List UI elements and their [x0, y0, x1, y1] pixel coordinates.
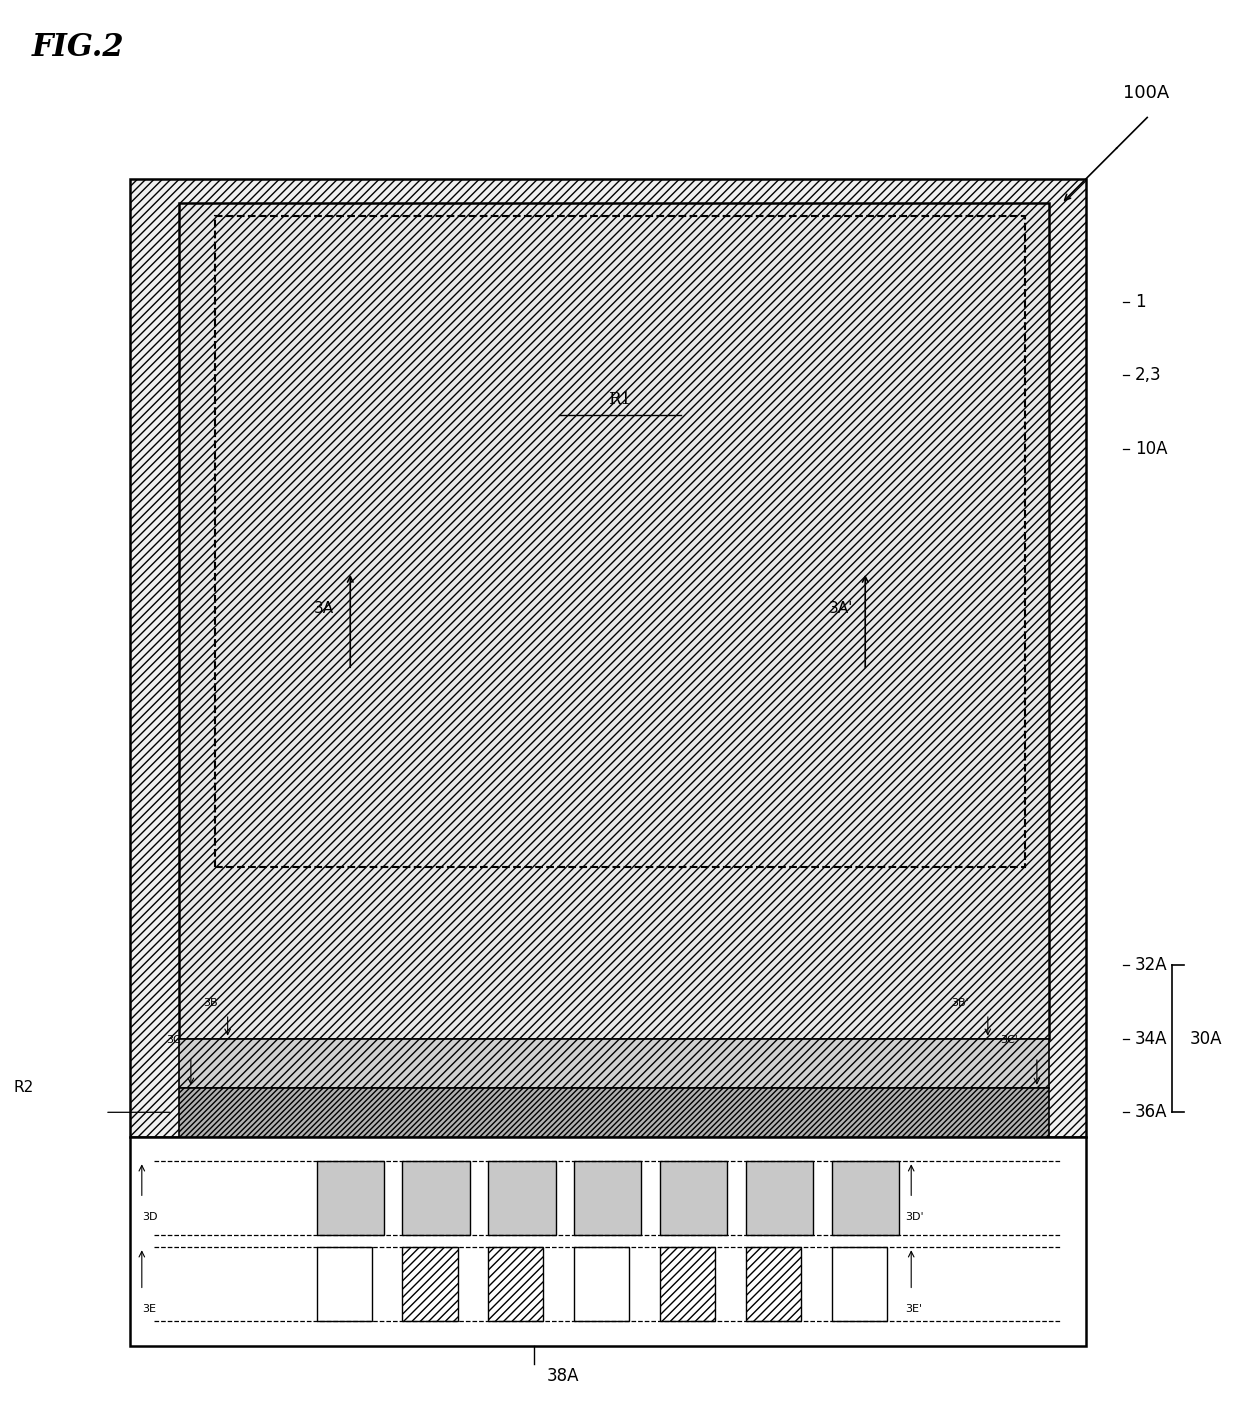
Bar [129, 1137, 1086, 1346]
Bar [402, 1161, 470, 1234]
Text: 38A: 38A [547, 1367, 579, 1386]
Bar [402, 1247, 458, 1321]
Text: 3B': 3B' [951, 998, 968, 1008]
Text: 2,3: 2,3 [1135, 366, 1162, 385]
Text: 34A: 34A [1135, 1029, 1168, 1048]
Bar [316, 1161, 384, 1234]
Text: 3B: 3B [203, 998, 218, 1008]
Text: 32A: 32A [1135, 956, 1168, 974]
Text: R2: R2 [14, 1080, 33, 1096]
Text: FIG.2: FIG.2 [31, 31, 124, 62]
Text: 3E: 3E [141, 1304, 156, 1314]
Text: 3C: 3C [166, 1035, 181, 1045]
Text: 3D: 3D [141, 1212, 157, 1222]
Text: 100A: 100A [1122, 83, 1169, 102]
Bar [832, 1247, 887, 1321]
Bar [216, 216, 1024, 867]
Text: 3E': 3E' [905, 1304, 923, 1314]
Bar [179, 204, 1049, 1039]
Bar [316, 1247, 372, 1321]
Bar [745, 1161, 813, 1234]
Bar [660, 1247, 715, 1321]
Bar [745, 1247, 801, 1321]
Text: R1: R1 [609, 392, 631, 409]
Text: 1: 1 [1135, 293, 1146, 311]
Bar [129, 180, 1086, 1137]
Text: 3D': 3D' [905, 1212, 924, 1222]
Bar [574, 1247, 629, 1321]
Bar [489, 1247, 543, 1321]
Text: 36A: 36A [1135, 1103, 1168, 1121]
Bar [660, 1161, 728, 1234]
Bar [489, 1161, 556, 1234]
Text: 3C': 3C' [1001, 1035, 1018, 1045]
Bar [574, 1161, 641, 1234]
Text: 3A: 3A [314, 601, 334, 617]
Text: 10A: 10A [1135, 440, 1168, 458]
Text: 3A': 3A' [828, 601, 853, 617]
Text: 30A: 30A [1190, 1029, 1223, 1048]
Bar [179, 1039, 1049, 1087]
Bar [179, 1087, 1049, 1137]
Bar [832, 1161, 899, 1234]
